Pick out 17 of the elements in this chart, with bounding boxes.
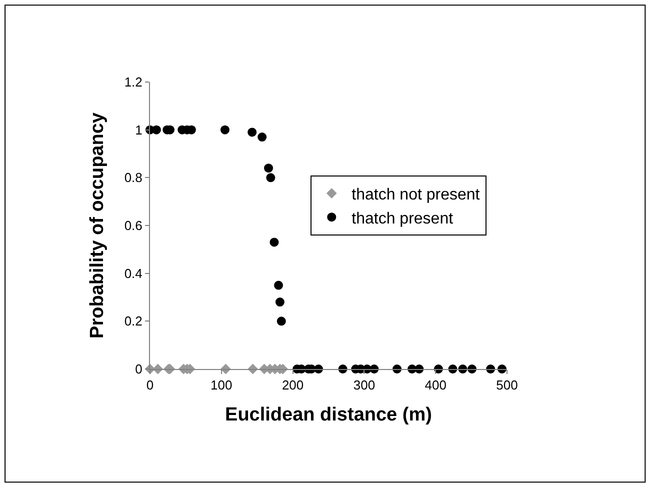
y-tick-label: 0.6	[124, 218, 142, 234]
y-tick-label: 1	[135, 122, 142, 138]
x-tick-label: 100	[210, 378, 232, 393]
legend-label: thatch not present	[352, 186, 480, 204]
x-tick-label: 300	[353, 378, 376, 393]
x-tick-label: 400	[424, 378, 446, 393]
y-tick-label: 0.4	[124, 266, 142, 281]
y-tick-label: 1.2	[124, 74, 142, 90]
legend-label: thatch present	[352, 210, 454, 228]
y-tick-label: 0	[135, 362, 142, 377]
x-tick-label: 200	[282, 378, 304, 393]
x-tick-label: 500	[496, 378, 518, 393]
x-tick-label: 0	[146, 378, 154, 393]
x-axis-title: Euclidean distance (m)	[225, 404, 432, 426]
y-axis-title: Probability of occupancy	[87, 112, 108, 338]
y-tick-label: 0.8	[124, 170, 142, 186]
y-tick-label: 0.2	[124, 314, 142, 329]
